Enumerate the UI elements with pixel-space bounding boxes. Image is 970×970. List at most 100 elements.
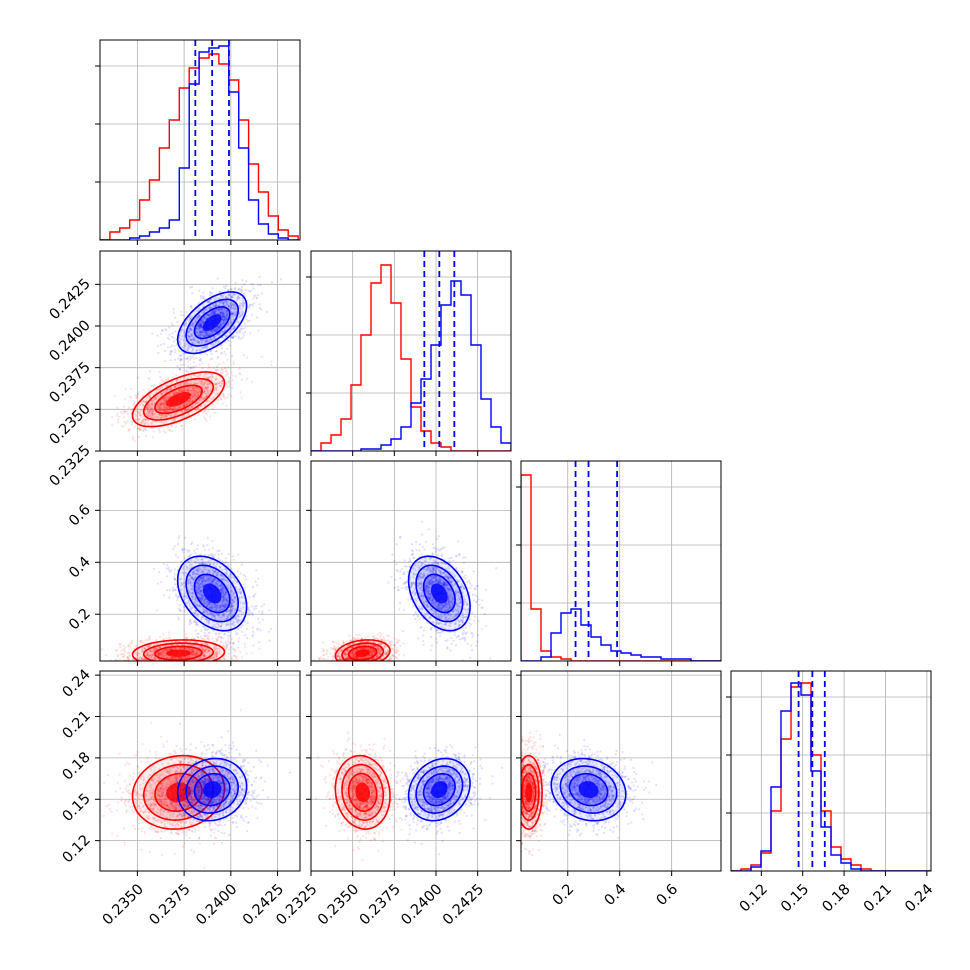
sample-point [156,404,159,407]
sample-point [175,379,178,382]
sample-point [169,351,172,354]
sample-point [209,375,212,378]
sample-point [133,405,136,408]
sample-point [173,358,177,361]
sample-point [240,327,243,330]
sample-point [198,399,201,402]
sample-point [205,629,208,632]
sample-point [130,387,133,390]
sample-point [173,408,177,412]
sample-point [226,339,229,342]
sample-point [201,341,204,344]
sample-point [195,401,198,404]
sample-point [217,312,220,315]
grid-panel-3-2 [521,671,721,871]
sample-point [228,331,231,334]
sample-point [144,418,148,421]
sample-point [141,421,144,424]
sample-point [196,324,200,328]
sample-point [165,405,168,408]
sample-point [147,377,150,380]
sample-point [251,304,254,307]
sample-point [171,589,174,592]
sample-point [92,432,94,434]
sample-point [225,299,228,303]
sample-point [239,314,242,318]
sample-point [260,292,263,295]
sample-point [248,303,252,306]
sample-point [145,421,149,424]
sample-point [105,654,108,657]
sample-point [174,330,177,333]
sample-point [209,292,212,295]
sample-point [261,610,264,613]
sample-point [194,402,197,405]
sample-point [219,295,223,298]
sample-point [201,324,204,327]
sample-point [166,425,169,428]
sample-point [171,586,174,589]
sample-point [243,322,247,325]
sample-point [199,349,202,352]
sample-point [217,392,220,395]
sample-point [204,340,207,343]
sample-point [205,392,208,395]
sample-point [203,346,206,349]
sample-point [161,392,164,395]
sample-point [223,315,226,318]
sample-point [226,396,229,399]
sample-point [270,281,274,284]
sample-point [257,329,260,332]
sample-point [192,392,195,395]
sample-point [179,406,182,409]
sample-point [256,316,259,319]
sample-point [186,403,189,406]
sample-point [229,641,232,645]
sample-point [218,290,221,293]
sample-point [237,287,241,290]
sample-point [180,389,183,392]
sample-point [150,402,153,406]
sample-point [158,405,161,408]
sample-point [219,385,222,388]
sample-point [163,407,167,410]
sample-point [159,413,162,416]
sample-point [196,395,199,398]
sample-point [191,386,194,389]
sample-point [151,410,154,413]
sample-point [225,647,229,650]
sample-point [146,408,149,412]
sample-point [185,311,188,314]
sample-point [174,593,178,596]
sample-point [155,391,158,394]
sample-point [125,410,129,413]
sample-point [139,413,142,416]
sample-point [231,355,234,358]
sample-point [219,311,222,314]
sample-point [221,330,224,333]
sample-point [163,415,166,418]
sample-point [200,380,203,383]
sample-point [232,654,235,657]
contour-line [154,384,203,415]
sample-point [149,411,152,414]
sample-point [240,285,244,288]
sample-point [192,322,195,325]
sample-point [207,553,210,557]
sample-point [171,408,174,411]
sample-point [180,364,183,367]
sample-point [214,309,217,312]
sample-point [212,376,215,379]
sample-point [166,424,169,428]
sample-point [163,409,166,412]
sample-point [194,395,197,398]
sample-point [219,397,222,400]
sample-point [222,645,225,648]
sample-point [151,410,155,413]
sample-point [166,388,169,391]
sample-point [211,408,214,411]
sample-point [178,354,181,357]
sample-point [206,376,209,380]
sample-point [158,403,161,406]
sample-point [170,430,173,433]
